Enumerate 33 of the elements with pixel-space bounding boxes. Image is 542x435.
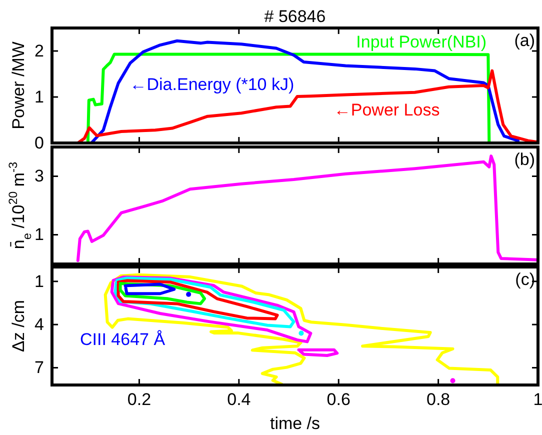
- point: [450, 378, 456, 384]
- series-label: Input Power(NBI): [356, 32, 487, 52]
- x-tick-label: 0.6: [326, 390, 350, 410]
- x-tick-label: 0.4: [227, 390, 251, 410]
- annotation: CIII 4647 Å: [80, 330, 166, 349]
- y-tick-label: 1: [34, 272, 44, 291]
- line-series: [114, 276, 296, 328]
- line-series: [116, 279, 279, 320]
- annotation: (c): [515, 270, 535, 289]
- y-axis-title: Power /MW: [9, 42, 28, 130]
- y-tick-label: 3: [34, 166, 44, 186]
- x-tick-label: 1: [533, 390, 542, 410]
- chart-title: # 56846: [264, 7, 326, 26]
- line-series: [76, 154, 538, 262]
- line-series: [124, 282, 176, 296]
- y-tick-label: 0: [34, 133, 44, 152]
- x-axis-title: time /s: [270, 414, 320, 433]
- y-tick-label: 2: [34, 41, 44, 60]
- line-series: [76, 69, 538, 143]
- annotation: (a): [514, 31, 535, 50]
- y-axis-title: Δz /cm: [9, 300, 28, 352]
- y-tick-label: 1: [34, 225, 44, 244]
- y-tick-label: 1: [34, 87, 44, 106]
- series-label: ←Dia.Energy (*10 kJ): [130, 74, 294, 94]
- point: [186, 292, 192, 297]
- point: [298, 330, 304, 336]
- x-tick-label: 0.2: [127, 390, 152, 410]
- y-tick-label: 7: [34, 358, 44, 378]
- y-tick-label: 4: [34, 315, 44, 334]
- x-tick-label: 0.8: [426, 390, 450, 410]
- annotation: (b): [514, 150, 535, 169]
- line-series: [104, 273, 500, 385]
- series-label: ←Power Loss: [334, 100, 440, 120]
